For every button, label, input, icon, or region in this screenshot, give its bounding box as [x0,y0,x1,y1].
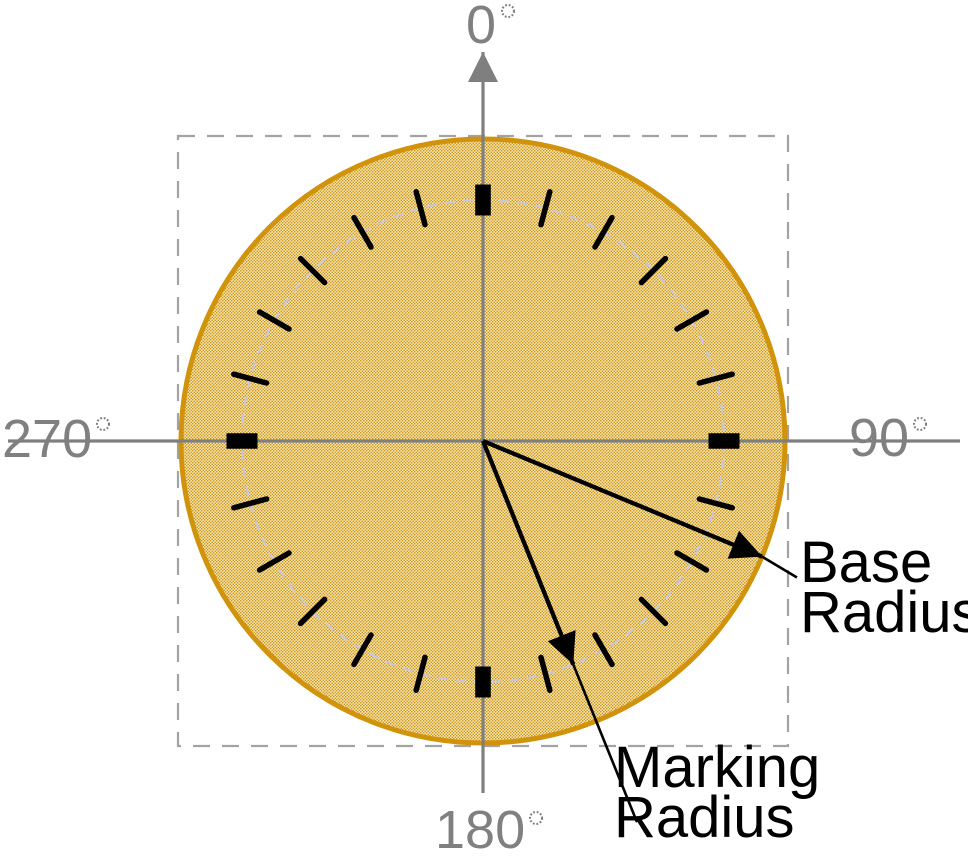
svg-text:270: 270 [2,409,92,469]
svg-text:180: 180 [435,800,525,857]
svg-text:Radius: Radius [614,785,795,850]
svg-text:90: 90 [849,408,909,468]
svg-text:Radius: Radius [800,580,968,645]
svg-text:0: 0 [466,0,496,55]
